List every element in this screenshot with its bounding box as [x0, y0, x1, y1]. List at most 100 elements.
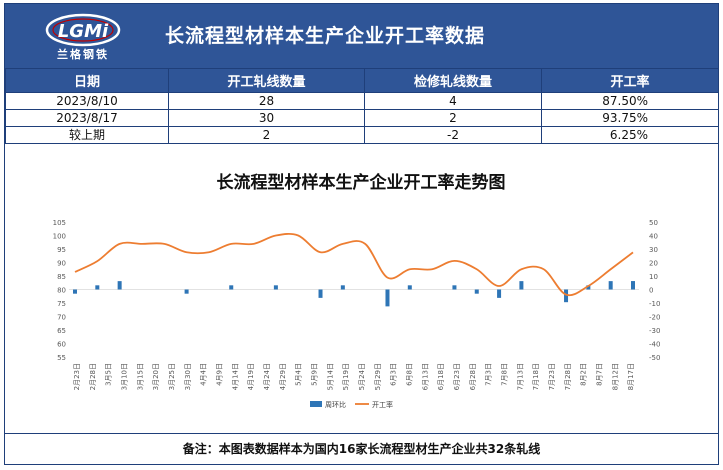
y-left-tick-label: 65 — [57, 327, 66, 335]
table-cell: 30 — [168, 109, 365, 127]
x-tick-label: 5月9日 — [310, 363, 318, 386]
column-header: 检修轧线数量 — [364, 68, 542, 93]
weekly-change-bar — [385, 289, 390, 307]
x-tick-label: 7月28日 — [564, 363, 572, 390]
x-tick-label: 3月20日 — [152, 363, 160, 390]
x-tick-label: 2月28日 — [89, 363, 97, 390]
table-cell: 28 — [168, 92, 365, 110]
y-left-tick-label: 80 — [57, 287, 66, 295]
weekly-change-bar — [519, 281, 524, 290]
weekly-change-bar — [184, 289, 189, 294]
weekly-change-bar — [273, 285, 278, 290]
x-tick-label: 3月10日 — [120, 363, 128, 390]
table-row: 较上期 2 -2 6.25% — [5, 126, 719, 144]
y-right-tick-label: -50 — [649, 354, 660, 362]
y-left-tick-label: 85 — [57, 273, 66, 281]
x-tick-label: 8月12日 — [611, 363, 619, 390]
weekly-change-bar — [631, 281, 635, 290]
column-header: 日期 — [5, 68, 169, 93]
weekly-change-bar — [407, 285, 412, 290]
y-left-tick-label: 60 — [57, 341, 66, 349]
weekly-change-bar — [229, 285, 234, 290]
x-tick-label: 4月24日 — [263, 363, 271, 390]
report-frame: LGMi 兰格钢铁 长流程型材样本生产企业开工率数据 日期 开工轧线数量 检修轧… — [4, 3, 719, 465]
x-tick-label: 5月14日 — [326, 363, 334, 390]
table-row: 2023/8/10 28 4 87.50% — [5, 92, 719, 110]
table-row: 2023/8/17 30 2 93.75% — [5, 109, 719, 127]
x-tick-label: 8月17日 — [627, 363, 635, 390]
x-tick-label: 4月4日 — [200, 363, 208, 386]
y-left-tick-label: 100 — [53, 233, 66, 241]
legend-label: 周环比 — [325, 400, 346, 409]
page-title: 长流程型材样本生产企业开工率数据 — [165, 25, 486, 47]
y-right-tick-label: -40 — [649, 341, 660, 349]
x-tick-label: 4月19日 — [247, 363, 255, 390]
x-tick-label: 5月19日 — [342, 363, 350, 390]
x-tick-label: 3月5日 — [105, 363, 113, 386]
y-left-tick-label: 105 — [53, 219, 66, 227]
x-tick-label: 8月2日 — [580, 363, 588, 386]
logo-letters: LGMi — [58, 21, 109, 42]
y-right-tick-label: 20 — [649, 260, 658, 268]
y-left-tick-label: 90 — [57, 260, 66, 268]
weekly-change-bar — [73, 289, 77, 294]
operating-rate-line — [74, 233, 634, 297]
legend-label: 开工率 — [372, 400, 393, 409]
y-right-tick-label: 30 — [649, 246, 658, 254]
x-tick-label: 6月3日 — [390, 363, 398, 386]
x-tick-label: 3月25日 — [168, 363, 176, 390]
legend-bar-swatch — [310, 401, 322, 407]
report-header: LGMi 兰格钢铁 长流程型材样本生产企业开工率数据 — [5, 4, 718, 68]
column-header: 开工轧线数量 — [168, 68, 365, 93]
table-cell: 2023/8/17 — [5, 109, 169, 127]
company-logo: LGMi 兰格钢铁 — [43, 10, 123, 62]
x-tick-label: 5月24日 — [358, 363, 366, 390]
y-right-tick-label: 50 — [649, 219, 658, 227]
x-tick-label: 7月18日 — [532, 363, 540, 390]
y-right-tick-label: -30 — [649, 327, 660, 335]
weekly-change-bar — [608, 281, 613, 290]
x-tick-label: 6月18日 — [437, 363, 445, 390]
table-cell: 87.50% — [541, 92, 719, 110]
y-right-tick-label: 10 — [649, 273, 658, 281]
logo-cn-text: 兰格钢铁 — [57, 48, 109, 61]
x-tick-label: 7月3日 — [485, 363, 493, 386]
x-tick-label: 7月13日 — [516, 363, 524, 390]
chart-area: 长流程型材样本生产企业开工率走势图 55 60 65 70 75 80 85 90 95 100 1… — [5, 150, 718, 434]
y-right-tick-label: -20 — [649, 314, 660, 322]
y-left-tick-label: 75 — [57, 300, 66, 308]
table-cell: 6.25% — [541, 126, 719, 144]
y-right-tick-label: -10 — [649, 300, 660, 308]
x-tick-label: 8月7日 — [595, 363, 603, 386]
x-tick-label: 7月23日 — [548, 363, 556, 390]
operating-rate-table: 日期 开工轧线数量 检修轧线数量 开工率 2023/8/10 28 4 87.5… — [5, 68, 719, 144]
x-tick-label: 6月8日 — [405, 363, 413, 386]
table-cell: 较上期 — [5, 126, 169, 144]
weekly-change-bar — [340, 285, 345, 290]
chart-title: 长流程型材样本生产企业开工率走势图 — [217, 172, 506, 193]
x-tick-label: 4月29日 — [279, 363, 287, 390]
table-cell: 4 — [364, 92, 542, 110]
x-tick-label: 2月23日 — [73, 363, 81, 390]
weekly-change-bar — [95, 285, 100, 290]
weekly-change-bar — [117, 281, 122, 290]
x-tick-label: 4月14日 — [231, 363, 239, 390]
weekly-change-bar — [586, 285, 591, 290]
weekly-change-bar — [452, 285, 457, 290]
column-header: 开工率 — [541, 68, 719, 93]
weekly-change-bar — [497, 289, 502, 298]
table-header-row: 日期 开工轧线数量 检修轧线数量 开工率 — [5, 68, 719, 93]
x-tick-label: 6月13日 — [421, 363, 429, 390]
footer-note: 备注：本图表数据样本为国内16家长流程型材生产企业共32条轧线 — [182, 442, 541, 456]
y-right-tick-label: 0 — [649, 287, 653, 295]
x-tick-label: 5月4日 — [295, 363, 303, 386]
table-cell: 2 — [168, 126, 365, 144]
weekly-change-bar — [318, 289, 323, 298]
x-tick-label: 3月30日 — [184, 363, 192, 390]
table-cell: 2023/8/10 — [5, 92, 169, 110]
x-tick-label: 7月8日 — [500, 363, 508, 386]
y-right-tick-label: 40 — [649, 233, 658, 241]
table-cell: -2 — [364, 126, 542, 144]
x-tick-label: 5月29日 — [374, 363, 382, 390]
trend-chart: 长流程型材样本生产企业开工率走势图 5560657075808590951001… — [53, 172, 661, 409]
